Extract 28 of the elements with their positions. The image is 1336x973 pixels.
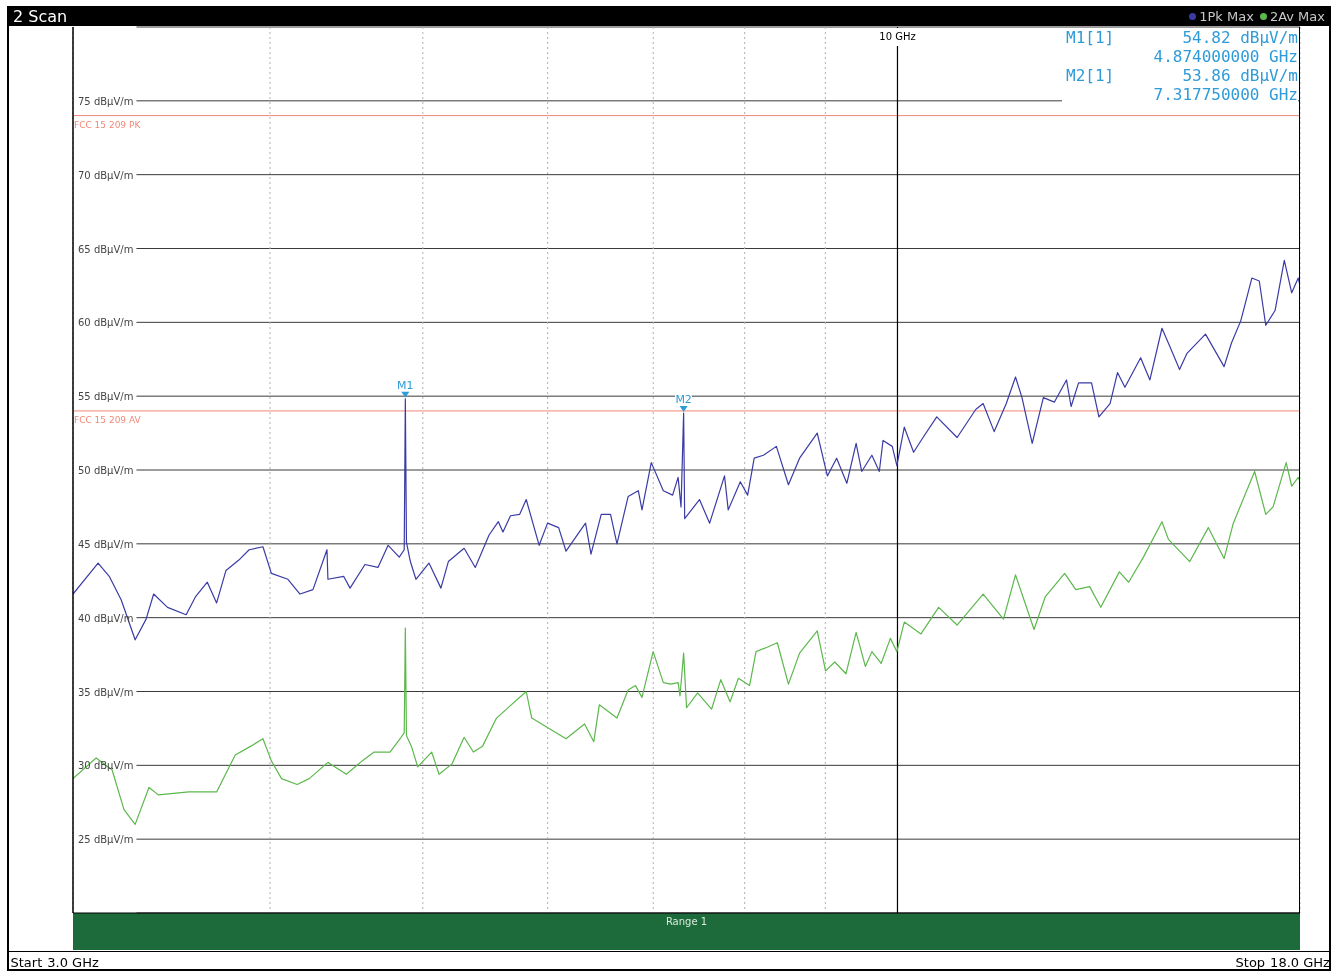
annotation: M1[1]: [1066, 28, 1115, 47]
x-tick-label: 18.0 GHz: [1270, 955, 1331, 970]
y-tick-label: 50 dBµV/m: [78, 465, 134, 476]
y-tick-label: 75 dBµV/m: [78, 95, 134, 107]
y-tick-label: 70 dBµV/m: [78, 169, 134, 181]
x-tick-label: 3.0 GHz: [47, 955, 99, 970]
y-tick-label: 45 dBµV/m: [78, 538, 134, 550]
text: Stop: [1235, 955, 1266, 970]
annotation: 54.82 dBµV/m: [1181, 28, 1298, 47]
y-tick-label: 60 dBµV/m: [78, 317, 134, 329]
legend-label: 2Av Max: [1269, 8, 1325, 24]
annotation: 4.874000000 GHz: [1152, 47, 1298, 66]
text: Range 1: [664, 916, 709, 927]
ref-line-label: FCC 15 209 PK: [74, 119, 142, 130]
annotation: 53.86 dBµV/m: [1181, 66, 1298, 85]
ref-line-label: FCC 15 209 AV: [74, 414, 142, 425]
y-tick-label: 55 dBµV/m: [78, 391, 134, 403]
text: Start: [10, 955, 43, 970]
legend-label: 1Pk Max: [1199, 8, 1254, 24]
annotation: 7.317750000 GHz: [1152, 85, 1298, 104]
annotation: M2[1]: [1066, 66, 1115, 85]
annotation: M2: [675, 393, 692, 406]
ref-line-label: 10 GHz: [879, 31, 916, 42]
y-tick-label: 25 dBµV/m: [78, 834, 134, 846]
y-tick-label: 65 dBµV/m: [78, 243, 134, 255]
y-tick-label: 35 dBµV/m: [78, 686, 134, 698]
annotation: M1: [397, 378, 414, 392]
chart-title: 2 Scan: [13, 6, 68, 26]
